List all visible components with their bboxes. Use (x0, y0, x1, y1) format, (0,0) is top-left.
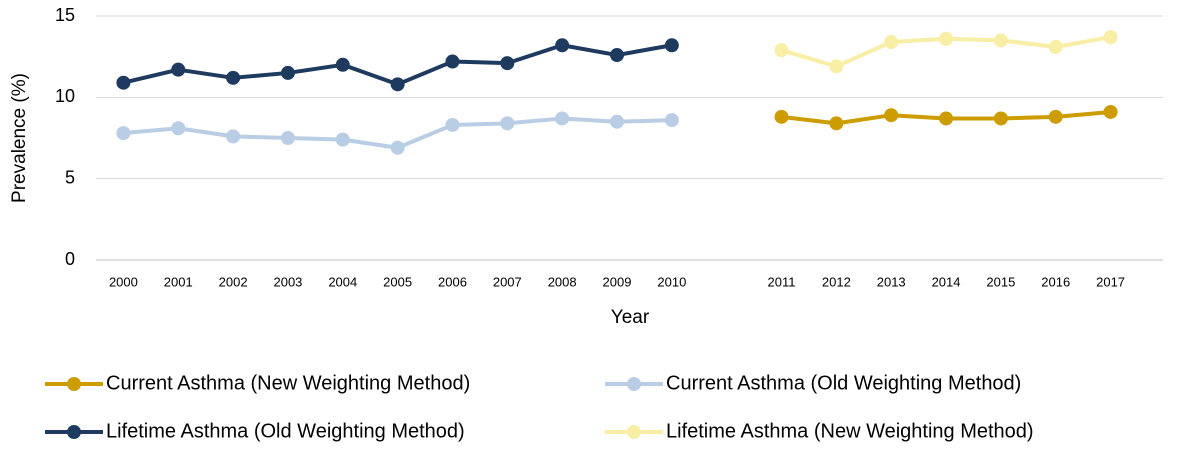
legend-marker (627, 425, 641, 439)
point (445, 54, 460, 69)
x-tick-label: 2012 (822, 274, 851, 289)
x-tick-label: 2000 (109, 274, 138, 289)
x-tick-label: 2001 (164, 274, 193, 289)
y-tick-label: 15 (55, 5, 75, 25)
legend-label: Current Asthma (Old Weighting Method) (666, 372, 1021, 394)
point (829, 116, 844, 131)
point (116, 126, 131, 141)
point (1048, 39, 1063, 54)
point (664, 38, 679, 53)
point (774, 43, 789, 58)
point (335, 57, 350, 72)
x-tick-label: 2003 (273, 274, 302, 289)
point (829, 59, 844, 74)
y-tick-label: 5 (65, 167, 75, 187)
x-axis-title: Year (611, 307, 650, 328)
x-tick-label: 2005 (383, 274, 412, 289)
point (993, 111, 1008, 126)
point (226, 70, 241, 85)
point (939, 111, 954, 126)
x-tick-label: 2004 (328, 274, 357, 289)
point (993, 33, 1008, 48)
point (1048, 109, 1063, 124)
point (774, 109, 789, 124)
legend-label: Current Asthma (New Weighting Method) (106, 372, 470, 394)
point (1103, 104, 1118, 119)
x-tick-label: 2015 (986, 274, 1015, 289)
x-tick-label: 2014 (932, 274, 961, 289)
point (884, 108, 899, 123)
y-tick-label: 10 (55, 86, 75, 106)
point (500, 56, 515, 71)
legend-label: Lifetime Asthma (New Weighting Method) (666, 420, 1034, 442)
point (1103, 30, 1118, 45)
point (500, 116, 515, 131)
x-tick-label: 2008 (548, 274, 577, 289)
x-tick-label: 2011 (768, 274, 796, 289)
x-tick-label: 2017 (1096, 274, 1125, 289)
point (555, 111, 570, 126)
x-tick-label: 2010 (657, 274, 686, 289)
x-tick-label: 2009 (603, 274, 632, 289)
x-tick-label: 2002 (219, 274, 248, 289)
point (939, 31, 954, 46)
x-tick-label: 2013 (877, 274, 906, 289)
y-tick-label: 0 (65, 249, 75, 269)
y-axis-title: Prevalence (%) (9, 73, 30, 203)
point (884, 35, 899, 50)
point (445, 117, 460, 132)
point (390, 77, 405, 92)
point (555, 38, 570, 53)
x-tick-label: 2006 (438, 274, 467, 289)
point (171, 62, 186, 77)
point (280, 65, 295, 80)
x-tick-label: 2007 (493, 274, 522, 289)
point (610, 114, 624, 129)
point (280, 131, 295, 145)
point (610, 48, 624, 63)
point (664, 113, 679, 128)
x-tick-label: 2016 (1041, 274, 1070, 289)
point (390, 140, 405, 155)
point (226, 129, 241, 144)
legend-marker (67, 425, 81, 439)
point (335, 132, 350, 147)
legend-label: Lifetime Asthma (Old Weighting Method) (106, 420, 465, 442)
legend-marker (627, 377, 641, 391)
point (171, 121, 186, 136)
legend-marker (67, 377, 81, 391)
point (116, 75, 131, 90)
